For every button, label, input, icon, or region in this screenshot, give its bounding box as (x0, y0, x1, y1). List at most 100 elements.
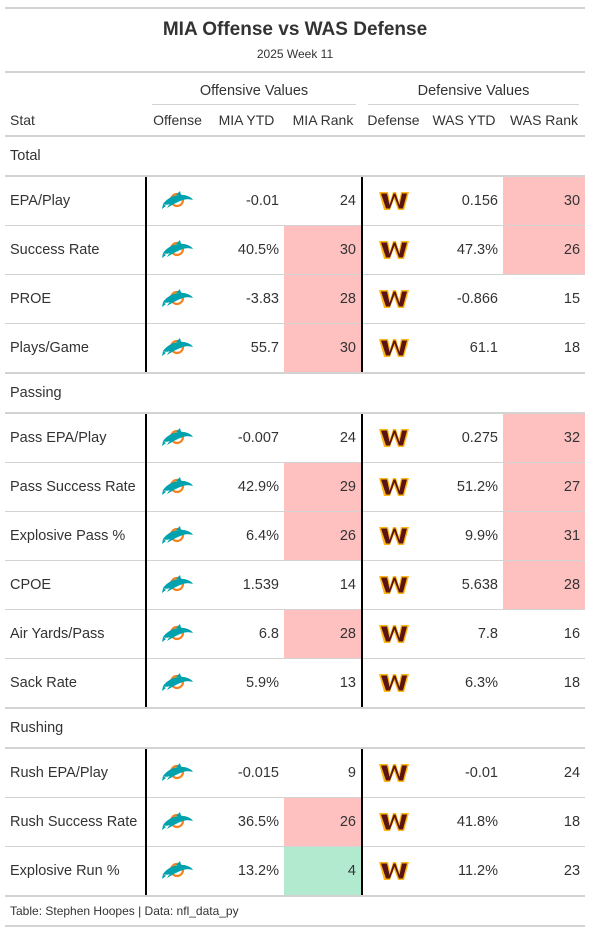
commanders-logo-icon (379, 241, 409, 259)
was-rank-value: 18 (503, 797, 586, 847)
offense-logo-cell (145, 747, 209, 798)
defense-logo-cell (362, 511, 425, 561)
comparison-table-figure: MIA Offense vs WAS Defense 2025 Week 11 … (5, 7, 586, 927)
dolphins-logo-icon (162, 673, 194, 691)
dolphins-logo-icon (162, 763, 194, 781)
mia-ytd-value: 6.4% (209, 511, 284, 561)
offense-logo-cell (145, 846, 209, 897)
defense-logo-cell (362, 412, 425, 463)
stat-label: CPOE (5, 560, 146, 610)
was-rank-value: 18 (503, 323, 586, 374)
top-rule (5, 7, 585, 9)
defense-logo-cell (362, 462, 425, 512)
commanders-logo-icon (379, 527, 409, 545)
commanders-logo-icon (379, 576, 409, 594)
mia-ytd-value: -0.015 (209, 747, 284, 798)
stat-label: Sack Rate (5, 658, 146, 709)
stat-label: Success Rate (5, 225, 146, 275)
was-rank-value: 27 (503, 462, 586, 512)
was-rank-value: 32 (503, 412, 586, 463)
was-ytd-value: 0.275 (425, 412, 503, 463)
table-row: Success Rate 40.5% 30 47.3% 26 (5, 225, 586, 275)
mia-ytd-value: 13.2% (209, 846, 284, 897)
defense-logo-cell (362, 797, 425, 847)
was-ytd-value: 5.638 (425, 560, 503, 610)
commanders-logo-icon (379, 192, 409, 210)
commanders-logo-icon (379, 339, 409, 357)
col-header-was-ytd: WAS YTD (425, 105, 503, 137)
was-ytd-value: -0.01 (425, 747, 503, 798)
was-ytd-value: 0.156 (425, 175, 503, 226)
header-rule (5, 71, 585, 73)
dolphins-logo-icon (162, 861, 194, 879)
was-rank-value: 31 (503, 511, 586, 561)
defense-logo-cell (362, 846, 425, 897)
offense-logo-cell (145, 274, 209, 324)
was-ytd-value: 11.2% (425, 846, 503, 897)
stat-label: Plays/Game (5, 323, 146, 374)
was-ytd-value: 41.8% (425, 797, 503, 847)
group-row-passing: Passing (5, 373, 586, 414)
col-header-offense: Offense (146, 105, 209, 137)
stat-label: Explosive Run % (5, 846, 146, 897)
table-row: PROE -3.83 28 -0.866 15 (5, 274, 586, 324)
defense-logo-cell (362, 323, 425, 374)
stat-label: Rush Success Rate (5, 797, 146, 847)
mia-ytd-value: 42.9% (209, 462, 284, 512)
was-rank-value: 26 (503, 225, 586, 275)
defense-logo-cell (362, 274, 425, 324)
dolphins-logo-icon (162, 812, 194, 830)
mia-rank-value: 24 (284, 175, 363, 226)
defense-logo-cell (362, 609, 425, 659)
mia-ytd-value: 40.5% (209, 225, 284, 275)
group-label: Total (5, 136, 586, 177)
mia-rank-value: 26 (284, 511, 363, 561)
spanner-row: Offensive Values Defensive Values (5, 73, 585, 105)
offense-logo-cell (145, 175, 209, 226)
defense-logo-cell (362, 747, 425, 798)
table-row: Rush Success Rate 36.5% 26 41.8% 18 (5, 797, 586, 847)
spanner-defensive-values: Defensive Values (368, 83, 580, 105)
mia-ytd-value: 55.7 (209, 323, 284, 374)
table-row: Explosive Pass % 6.4% 26 9.9% 31 (5, 511, 586, 561)
table-row: Air Yards/Pass 6.8 28 7.8 16 (5, 609, 586, 659)
col-header-mia-rank: MIA Rank (284, 105, 362, 137)
was-rank-value: 15 (503, 274, 586, 324)
dolphins-logo-icon (162, 338, 194, 356)
commanders-logo-icon (379, 478, 409, 496)
mia-rank-value: 26 (284, 797, 363, 847)
mia-ytd-value: -0.007 (209, 412, 284, 463)
mia-ytd-value: 6.8 (209, 609, 284, 659)
was-ytd-value: 47.3% (425, 225, 503, 275)
stat-label: PROE (5, 274, 146, 324)
dolphins-logo-icon (162, 526, 194, 544)
commanders-logo-icon (379, 429, 409, 447)
commanders-logo-icon (379, 625, 409, 643)
was-rank-value: 30 (503, 175, 586, 226)
table-title: MIA Offense vs WAS Defense (162, 19, 428, 40)
mia-rank-value: 28 (284, 609, 363, 659)
was-ytd-value: 9.9% (425, 511, 503, 561)
group-label: Passing (5, 373, 586, 414)
table-row: CPOE 1.539 14 5.638 28 (5, 560, 586, 610)
mia-ytd-value: 36.5% (209, 797, 284, 847)
commanders-logo-icon (379, 290, 409, 308)
was-rank-value: 18 (503, 658, 586, 709)
was-ytd-value: 7.8 (425, 609, 503, 659)
table-row: Sack Rate 5.9% 13 6.3% 18 (5, 658, 586, 709)
was-rank-value: 23 (503, 846, 586, 897)
stat-label: Pass Success Rate (5, 462, 146, 512)
spanner-defense-cell: Defensive Values (362, 73, 585, 105)
stat-label: EPA/Play (5, 175, 146, 226)
stat-label: Explosive Pass % (5, 511, 146, 561)
was-rank-value: 16 (503, 609, 586, 659)
mia-rank-value: 30 (284, 225, 363, 275)
stats-table: Offensive Values Defensive Values Stat O… (5, 73, 586, 897)
defense-logo-cell (362, 658, 425, 709)
was-ytd-value: 6.3% (425, 658, 503, 709)
offense-logo-cell (145, 225, 209, 275)
source-note: Table: Stephen Hoopes | Data: nfl_data_p… (5, 897, 585, 927)
mia-rank-value: 13 (284, 658, 363, 709)
group-row-rushing: Rushing (5, 708, 586, 749)
was-ytd-value: 51.2% (425, 462, 503, 512)
